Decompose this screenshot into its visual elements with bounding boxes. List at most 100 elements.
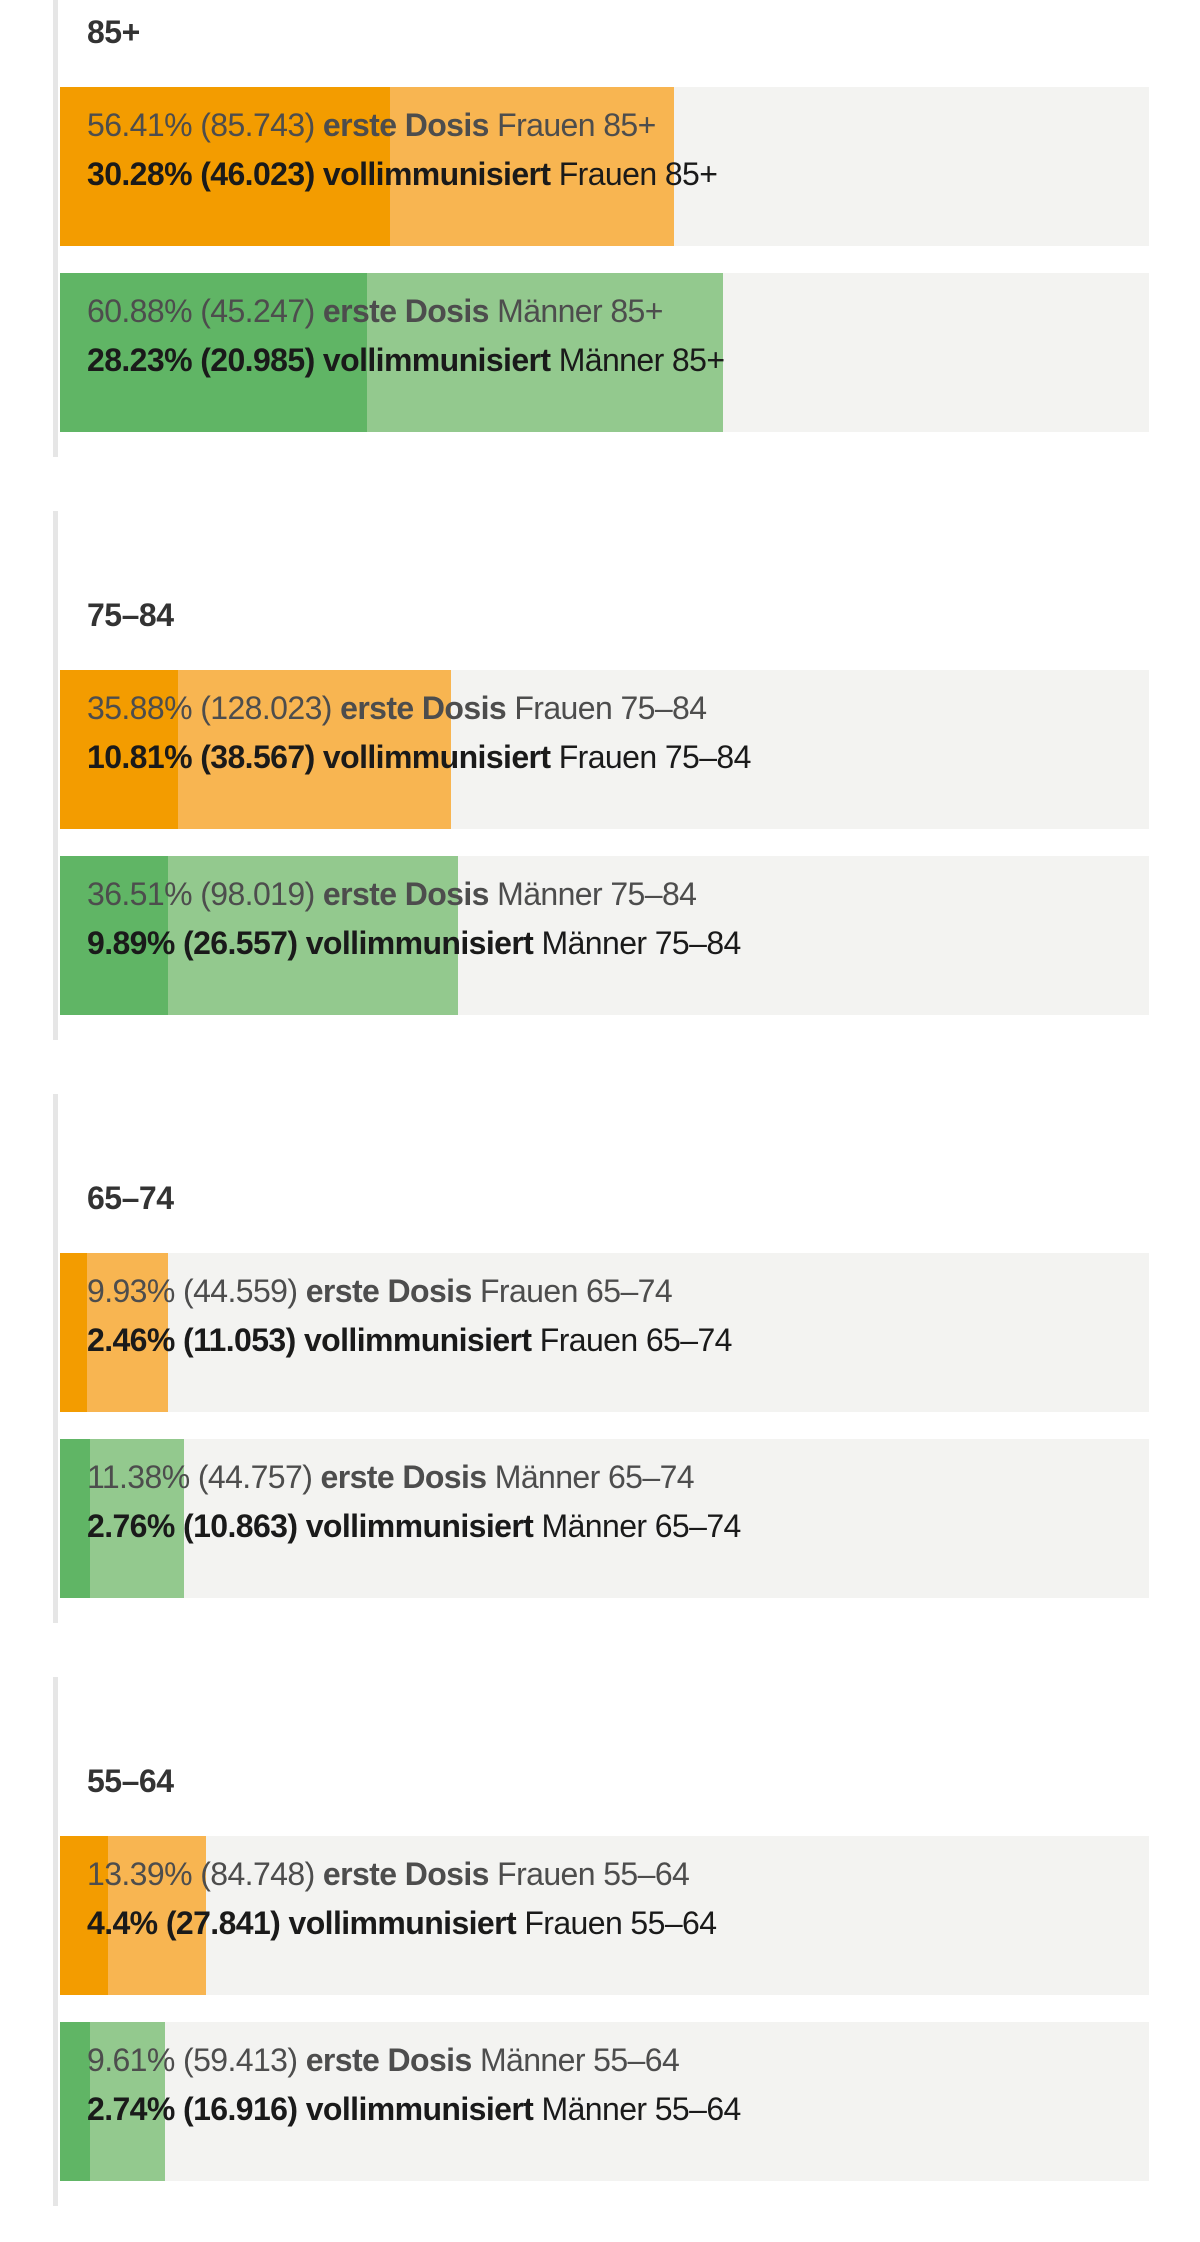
first-dose-label: 56.41% (85.743) erste Dosis Frauen 85+: [87, 107, 656, 144]
full-term: vollimmunisiert: [322, 156, 551, 192]
group-label: Männer 55–64: [479, 2042, 680, 2078]
full-term: vollimmunisiert: [303, 1322, 532, 1358]
group-label: Frauen 65–74: [539, 1322, 733, 1358]
first-dose-term: erste Dosis: [322, 876, 490, 912]
first-dose-label: 60.88% (45.247) erste Dosis Männer 85+: [87, 293, 663, 330]
full-count: (11.053): [183, 1322, 296, 1358]
age-group-title: 65–74: [87, 1180, 174, 1216]
first-dose-pct: 11.38%: [87, 1459, 190, 1495]
first-dose-count: (85.743): [200, 107, 315, 143]
group-label: Frauen 55–64: [524, 1905, 717, 1941]
fully-vaccinated-label: 2.74% (16.916) vollimmunisiert Männer 55…: [87, 2091, 741, 2128]
first-dose-term: erste Dosis: [322, 107, 490, 143]
first-dose-label: 36.51% (98.019) erste Dosis Männer 75–84: [87, 876, 697, 913]
bar-maenner: 9.61% (59.413) erste Dosis Männer 55–64 …: [60, 2022, 1149, 2181]
age-group-title: 75–84: [87, 597, 174, 633]
first-dose-term: erste Dosis: [305, 2042, 473, 2078]
bar-maenner: 11.38% (44.757) erste Dosis Männer 65–74…: [60, 1439, 1149, 1598]
group-label: Männer 85+: [558, 342, 725, 378]
group-label: Männer 75–84: [541, 925, 742, 961]
fully-vaccinated-label: 28.23% (20.985) vollimmunisiert Männer 8…: [87, 342, 725, 379]
fully-vaccinated-fill: [60, 273, 368, 432]
group-divider-line: [53, 0, 58, 457]
full-pct: 2.76%: [87, 1508, 175, 1544]
bar-frauen: 9.93% (44.559) erste Dosis Frauen 65–74 …: [60, 1253, 1149, 1412]
group-divider-line: [53, 1094, 58, 1623]
bar-maenner: 36.51% (98.019) erste Dosis Männer 75–84…: [60, 856, 1149, 1015]
age-group: 85+ 56.41% (85.743) erste Dosis Frauen 8…: [0, 0, 1200, 457]
fully-vaccinated-fill: [60, 856, 168, 1015]
first-dose-label: 9.61% (59.413) erste Dosis Männer 55–64: [87, 2042, 680, 2079]
group-label: Frauen 65–74: [479, 1273, 673, 1309]
first-dose-count: (44.757): [197, 1459, 313, 1495]
group-label: Männer 55–64: [541, 2091, 742, 2127]
full-pct: 28.23%: [87, 342, 193, 378]
full-term: vollimmunisiert: [305, 925, 534, 961]
fully-vaccinated-label: 9.89% (26.557) vollimmunisiert Männer 75…: [87, 925, 741, 962]
fully-vaccinated-fill: [60, 670, 178, 829]
group-label: Männer 65–74: [494, 1459, 695, 1495]
group-label: Männer 65–74: [541, 1508, 742, 1544]
full-pct: 2.74%: [87, 2091, 175, 2127]
first-dose-pct: 9.93%: [87, 1273, 175, 1309]
full-term: vollimmunisiert: [288, 1905, 517, 1941]
first-dose-term: erste Dosis: [320, 1459, 488, 1495]
age-group: 75–84 35.88% (128.023) erste Dosis Fraue…: [0, 511, 1200, 1040]
group-label: Frauen 75–84: [558, 739, 752, 775]
first-dose-count: (128.023): [200, 690, 332, 726]
group-label: Frauen 55–64: [497, 1856, 690, 1892]
fully-vaccinated-fill: [60, 1439, 91, 1598]
full-pct: 4.4%: [87, 1905, 158, 1941]
full-count: (16.916): [183, 2091, 298, 2127]
first-dose-pct: 36.51%: [87, 876, 193, 912]
full-count: (46.023): [200, 156, 315, 192]
first-dose-pct: 13.39%: [87, 1856, 193, 1892]
first-dose-pct: 56.41%: [87, 107, 193, 143]
first-dose-pct: 9.61%: [87, 2042, 175, 2078]
first-dose-term: erste Dosis: [322, 293, 490, 329]
full-count: (27.841): [165, 1905, 281, 1941]
first-dose-label: 35.88% (128.023) erste Dosis Frauen 75–8…: [87, 690, 707, 727]
first-dose-pct: 60.88%: [87, 293, 193, 329]
full-pct: 9.89%: [87, 925, 175, 961]
fully-vaccinated-label: 2.46% (11.053) vollimmunisiert Frauen 65…: [87, 1322, 732, 1359]
full-count: (10.863): [183, 1508, 298, 1544]
bar-frauen: 56.41% (85.743) erste Dosis Frauen 85+ 3…: [60, 87, 1149, 246]
group-label: Männer 75–84: [497, 876, 697, 912]
first-dose-pct: 35.88%: [87, 690, 193, 726]
full-term: vollimmunisiert: [305, 1508, 534, 1544]
first-dose-term: erste Dosis: [340, 690, 507, 726]
age-group: 55–64 13.39% (84.748) erste Dosis Frauen…: [0, 1677, 1200, 2206]
first-dose-count: (59.413): [183, 2042, 298, 2078]
full-term: vollimmunisiert: [305, 2091, 534, 2127]
group-divider-line: [53, 1677, 58, 2206]
first-dose-count: (98.019): [200, 876, 315, 912]
group-label: Frauen 85+: [558, 156, 718, 192]
full-term: vollimmunisiert: [322, 739, 551, 775]
age-group-title: 85+: [87, 14, 140, 50]
first-dose-count: (45.247): [200, 293, 315, 329]
first-dose-count: (44.559): [183, 1273, 298, 1309]
fully-vaccinated-fill: [60, 1253, 87, 1412]
first-dose-count: (84.748): [200, 1856, 315, 1892]
age-group: 65–74 9.93% (44.559) erste Dosis Frauen …: [0, 1094, 1200, 1623]
first-dose-label: 13.39% (84.748) erste Dosis Frauen 55–64: [87, 1856, 690, 1893]
group-divider-line: [53, 511, 58, 1040]
group-label: Frauen 85+: [497, 107, 656, 143]
fully-vaccinated-label: 30.28% (46.023) vollimmunisiert Frauen 8…: [87, 156, 718, 193]
first-dose-label: 11.38% (44.757) erste Dosis Männer 65–74: [87, 1459, 695, 1496]
full-pct: 30.28%: [87, 156, 193, 192]
group-label: Männer 85+: [497, 293, 663, 329]
bar-frauen: 35.88% (128.023) erste Dosis Frauen 75–8…: [60, 670, 1149, 829]
full-pct: 10.81%: [87, 739, 193, 775]
fully-vaccinated-fill: [60, 87, 390, 246]
first-dose-term: erste Dosis: [322, 1856, 490, 1892]
age-group-title: 55–64: [87, 1763, 174, 1799]
group-label: Frauen 75–84: [514, 690, 707, 726]
full-count: (20.985): [200, 342, 315, 378]
first-dose-term: erste Dosis: [305, 1273, 473, 1309]
full-count: (26.557): [183, 925, 298, 961]
fully-vaccinated-label: 4.4% (27.841) vollimmunisiert Frauen 55–…: [87, 1905, 717, 1942]
first-dose-label: 9.93% (44.559) erste Dosis Frauen 65–74: [87, 1273, 673, 1310]
bar-maenner: 60.88% (45.247) erste Dosis Männer 85+ 2…: [60, 273, 1149, 432]
